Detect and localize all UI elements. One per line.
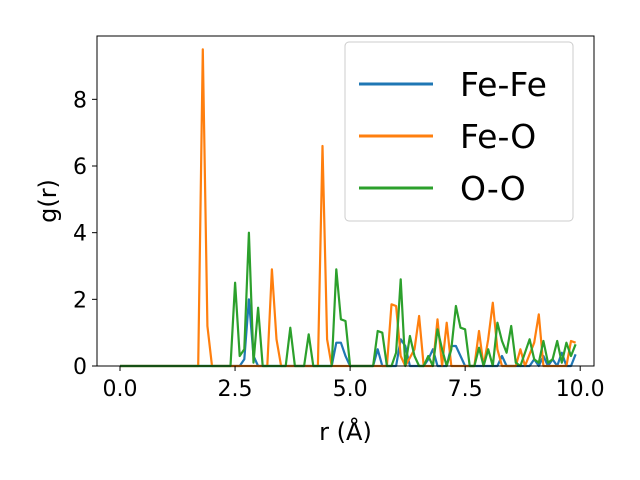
x-tick-label: 7.5 <box>448 377 483 402</box>
plot-frame <box>96 35 595 367</box>
x-tick-label: 5.0 <box>333 377 368 402</box>
y-tick-label: 4 <box>73 222 87 247</box>
x-axis: 0.0 2.5 5.0 7.5 10.0 <box>103 366 605 402</box>
x-tick-label: 10.0 <box>556 377 605 402</box>
legend-box <box>344 41 574 222</box>
legend-label-fe-fe: Fe-Fe <box>460 65 547 104</box>
series-line-fe-fe <box>120 298 577 368</box>
x-tick-label: 2.5 <box>218 377 253 402</box>
legend-label-fe-o: Fe-O <box>460 117 536 156</box>
x-tick-label: 0.0 <box>103 377 138 402</box>
legend-label-o-o: O-O <box>460 169 526 208</box>
x-axis-label: r (Å) <box>319 417 372 446</box>
y-tick-label: 8 <box>73 88 87 113</box>
y-tick-label: 2 <box>73 288 87 313</box>
y-tick-label: 0 <box>73 355 87 380</box>
legend: Fe-Fe Fe-O O-O <box>344 41 574 222</box>
y-axis: 0 2 4 6 8 <box>73 88 97 380</box>
y-tick-label: 6 <box>73 155 87 180</box>
series-line-o-o <box>120 231 577 368</box>
y-axis-label: g(r) <box>34 179 62 223</box>
